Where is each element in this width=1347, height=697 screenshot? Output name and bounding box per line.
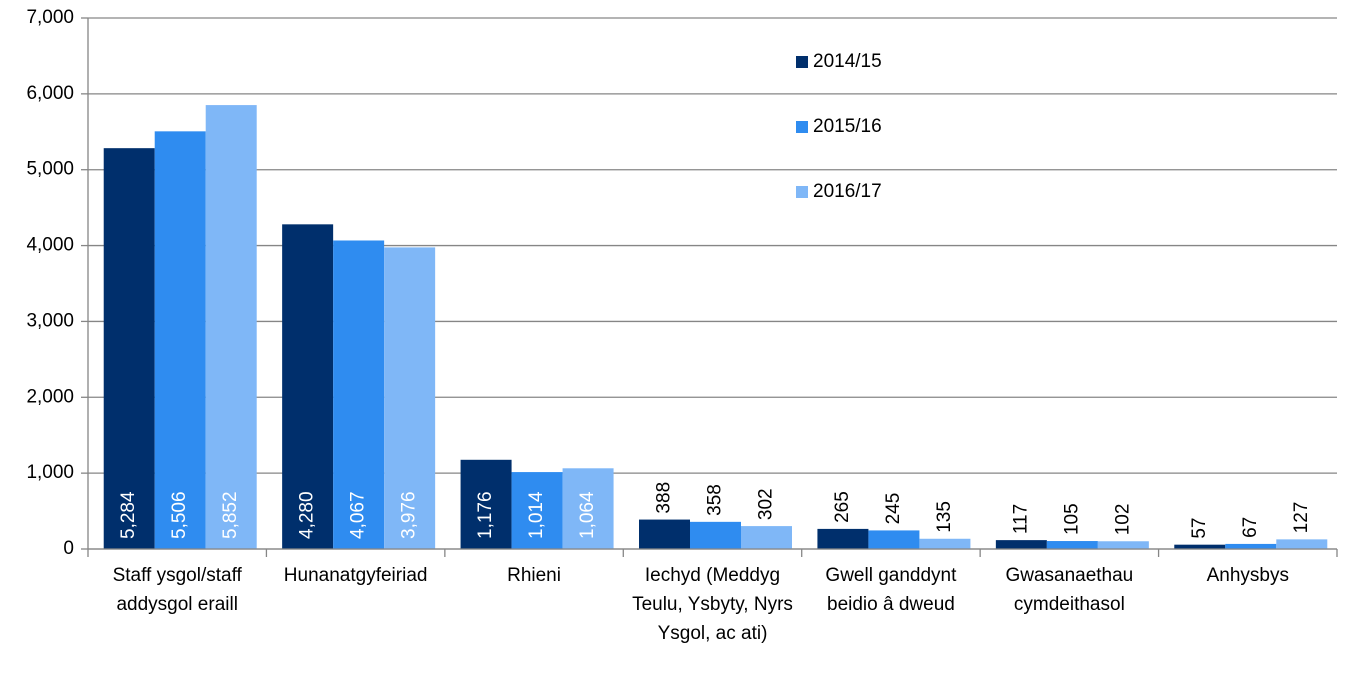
data-label: 388 — [654, 482, 675, 514]
bar — [511, 472, 563, 549]
x-tick-label: Anhysbys — [1206, 565, 1289, 586]
legend-swatch — [796, 186, 808, 198]
bar — [1046, 541, 1098, 549]
bar — [639, 519, 690, 549]
bar — [333, 240, 385, 549]
bar — [384, 247, 436, 549]
y-tick-label: 4,000 — [26, 235, 74, 256]
legend-swatch — [796, 56, 808, 68]
bar — [1174, 544, 1226, 549]
data-label: 302 — [756, 488, 777, 520]
data-label: 5,506 — [169, 491, 190, 539]
data-label: 67 — [1240, 517, 1261, 538]
data-label: 1,176 — [475, 491, 496, 539]
data-label: 102 — [1112, 504, 1133, 536]
bar — [562, 468, 614, 549]
bar — [205, 105, 257, 550]
bar — [282, 224, 334, 549]
x-tick-label: Staff ysgol/staff addysgol eraill — [112, 565, 242, 615]
data-label: 5,284 — [118, 491, 139, 539]
data-label: 1,014 — [526, 491, 547, 539]
data-label: 4,067 — [348, 491, 369, 539]
data-label: 135 — [934, 501, 955, 533]
y-tick-label: 1,000 — [26, 462, 74, 483]
bar — [817, 528, 869, 549]
x-tick-label: Iechyd (Meddyg Teulu, Ysbyty, Nyrs Ysgol… — [632, 565, 793, 644]
x-tick-label: Rhieni — [507, 565, 561, 586]
bar — [103, 148, 155, 550]
bar — [1225, 543, 1277, 549]
bar — [995, 540, 1047, 549]
y-tick-label: 2,000 — [26, 386, 74, 407]
data-label: 245 — [883, 493, 904, 525]
y-tick-label: 5,000 — [26, 159, 74, 180]
data-label: 127 — [1291, 502, 1312, 534]
y-tick-label: 0 — [63, 538, 74, 559]
bar — [868, 530, 920, 549]
bar — [690, 521, 741, 549]
bar — [741, 526, 792, 549]
data-label: 105 — [1061, 503, 1082, 535]
x-tick-label: Hunanatgyfeiriad — [283, 565, 428, 586]
bar — [919, 538, 971, 549]
y-tick-label: 6,000 — [26, 83, 74, 104]
data-label: 117 — [1010, 504, 1031, 534]
legend-label: 2016/17 — [813, 181, 882, 202]
x-tick-label: Gwasanaethau cymdeithasol — [1005, 565, 1134, 615]
bar — [154, 131, 206, 549]
data-label: 1,064 — [577, 491, 598, 539]
data-label: 5,852 — [220, 491, 241, 539]
y-tick-label: 7,000 — [26, 7, 74, 28]
data-label: 3,976 — [399, 491, 420, 539]
bar — [1097, 541, 1149, 549]
bar — [460, 459, 512, 549]
data-label: 57 — [1189, 518, 1210, 539]
legend-swatch — [796, 121, 808, 133]
data-label: 4,280 — [297, 491, 318, 539]
legend-label: 2015/16 — [813, 116, 882, 137]
data-label: 358 — [705, 484, 726, 516]
y-tick-label: 3,000 — [26, 310, 74, 331]
bar — [1276, 539, 1328, 549]
x-tick-label: Gwell ganddynt beidio â dweud — [825, 565, 957, 615]
data-label: 265 — [832, 491, 853, 523]
legend-label: 2014/15 — [813, 51, 882, 72]
